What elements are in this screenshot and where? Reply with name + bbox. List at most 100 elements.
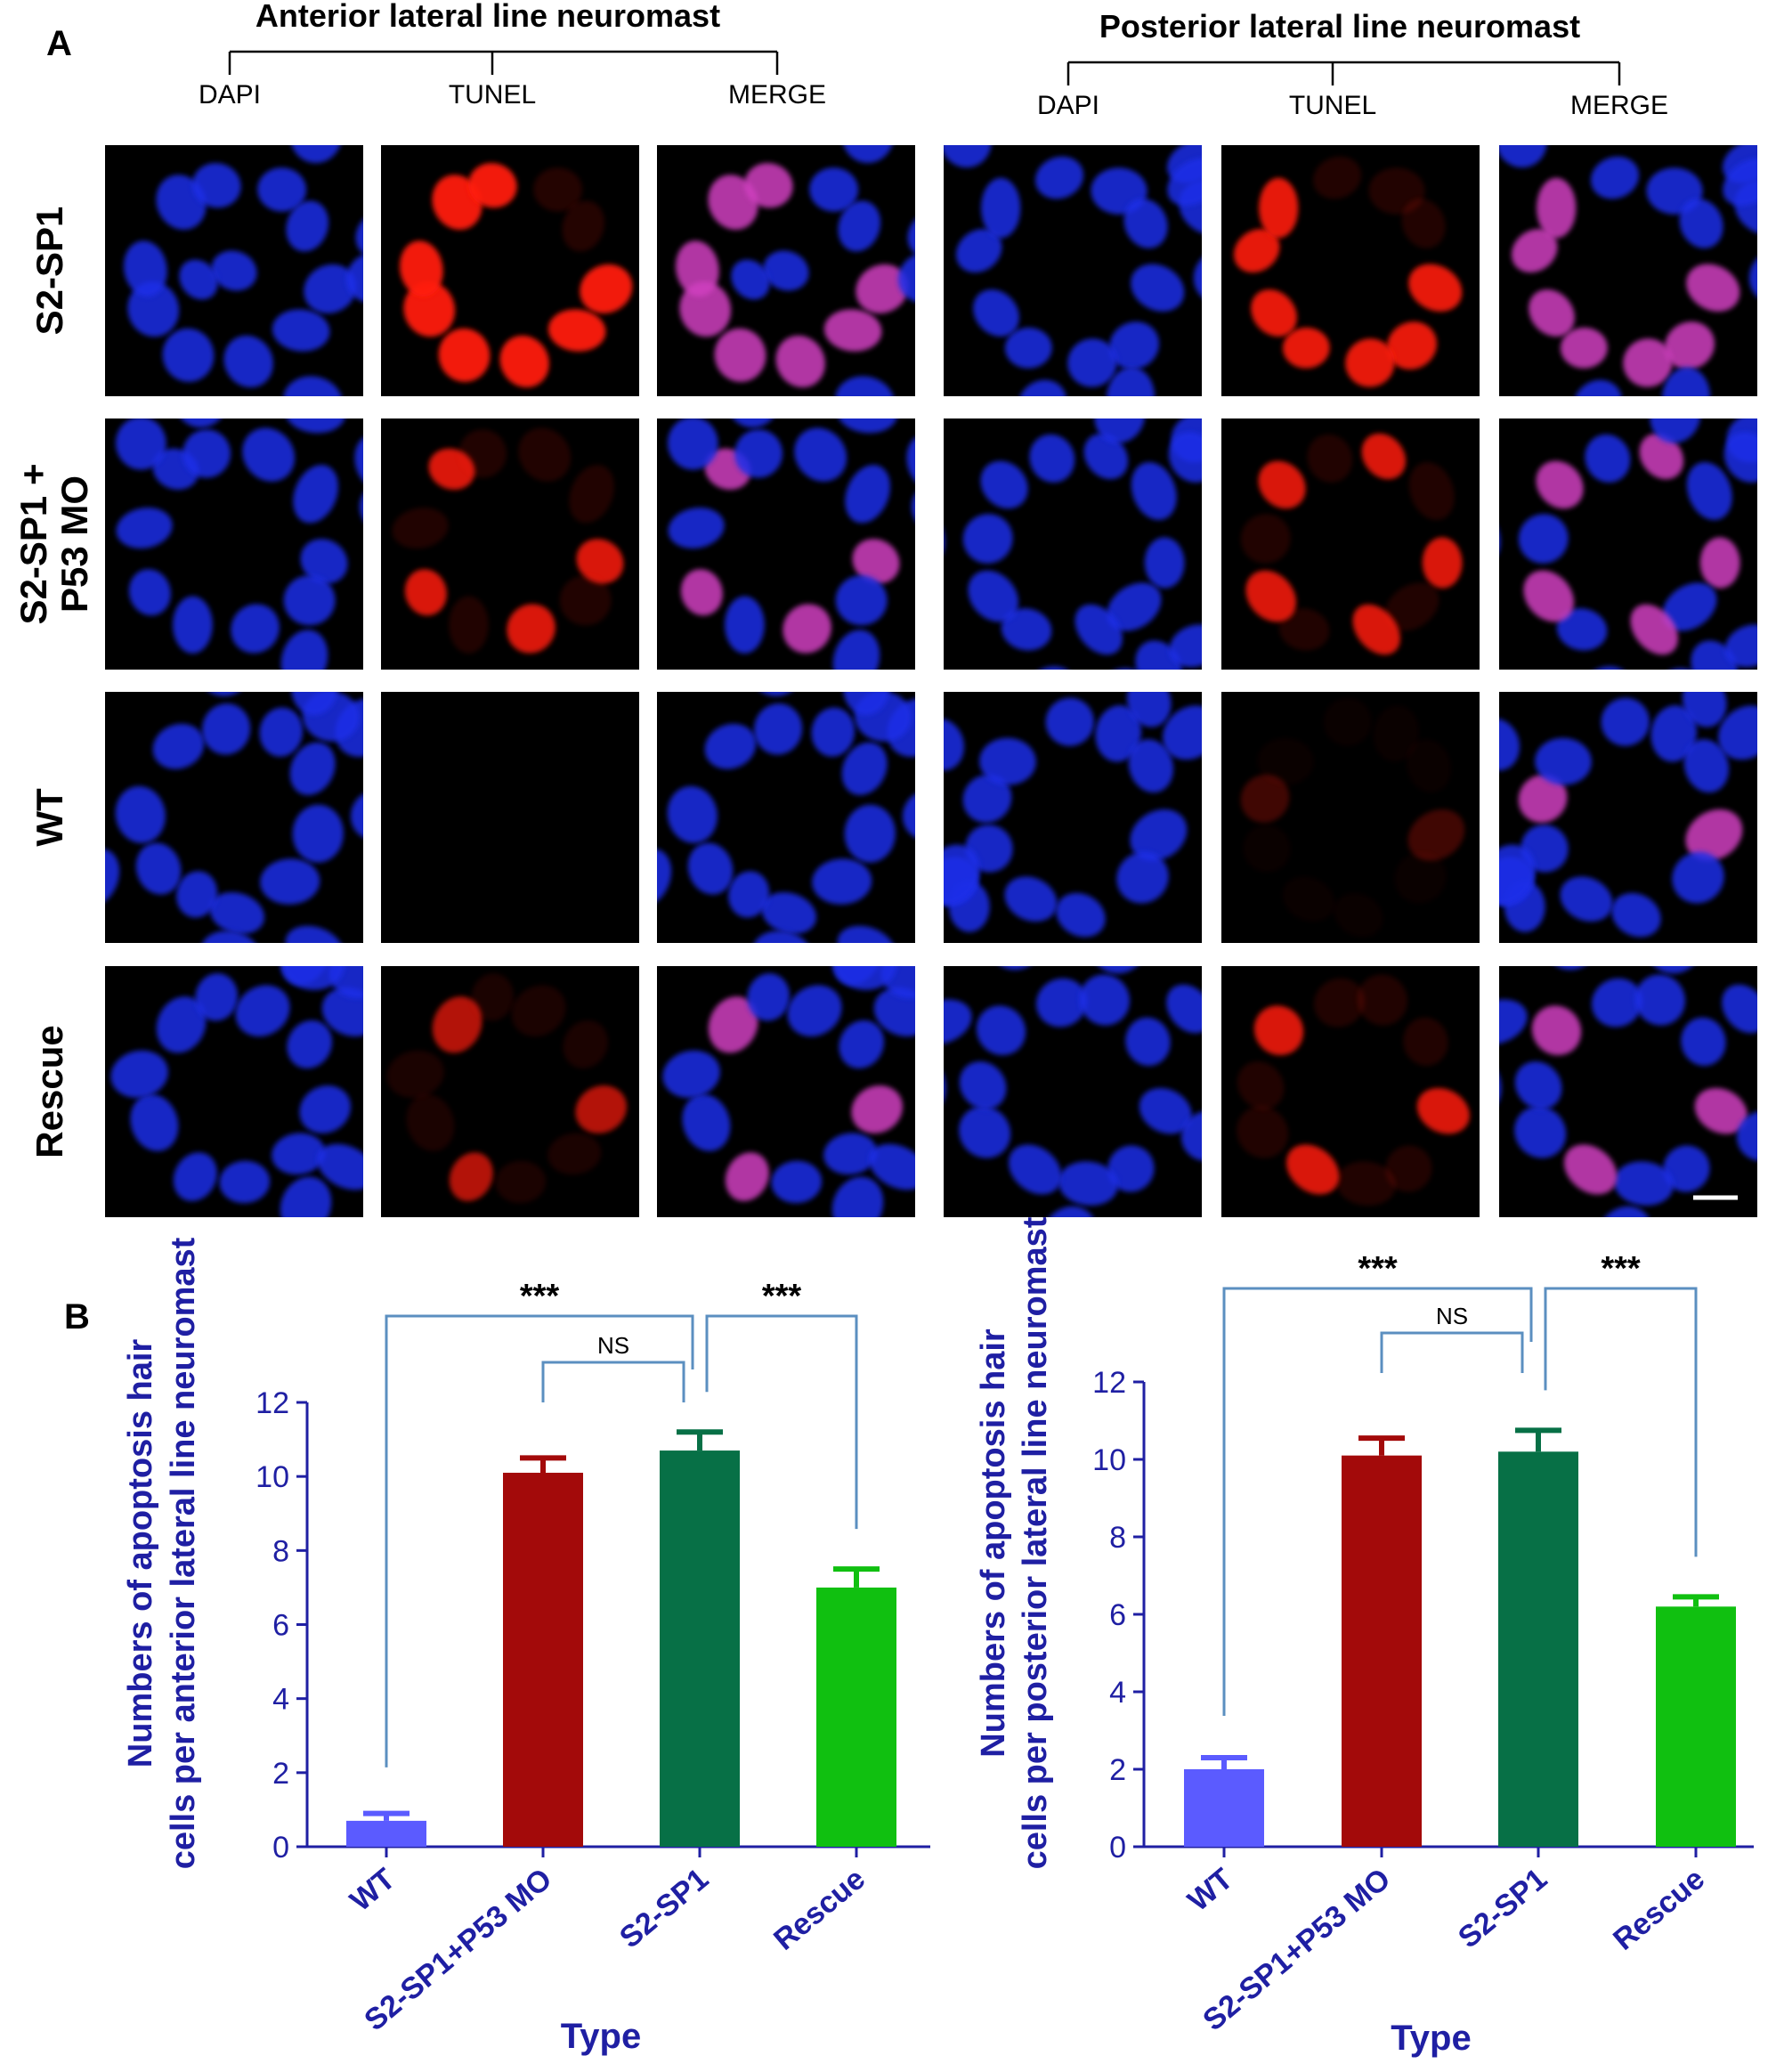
tunel-signal — [1286, 1144, 1340, 1195]
tunel-signal — [1240, 774, 1290, 823]
tunel-signal — [1403, 1017, 1448, 1066]
nucleus — [839, 1020, 884, 1069]
y-tick-label: 4 — [272, 1683, 289, 1717]
y-tick-label: 0 — [1109, 1831, 1126, 1865]
nucleus — [1144, 537, 1185, 589]
nucleus — [285, 925, 344, 943]
micrograph-dapi — [944, 418, 1202, 670]
nucleus — [1131, 264, 1185, 312]
nucleus — [1009, 1144, 1062, 1195]
nucleus — [1623, 338, 1673, 387]
tunel-signal — [559, 575, 612, 626]
channel-label-merge: MERGE — [728, 80, 826, 110]
nucleus — [1168, 432, 1202, 483]
tunel-signal — [562, 200, 605, 252]
micrograph-merge — [1499, 692, 1757, 943]
nucleus — [675, 240, 719, 297]
nucleus — [1499, 145, 1547, 168]
nucleus — [753, 930, 812, 943]
nucleus — [328, 966, 363, 999]
nucleus — [1499, 844, 1536, 906]
nucleus — [282, 966, 345, 990]
tunel-signal — [1259, 177, 1299, 239]
nucleus — [1499, 999, 1528, 1045]
tunel-signal — [471, 973, 515, 1021]
bar-rescue — [816, 1587, 896, 1847]
nucleus — [1718, 705, 1757, 760]
nucleus — [259, 707, 304, 757]
nucleus — [1034, 156, 1084, 199]
tunel-signal — [1253, 1005, 1304, 1056]
nucleus — [1125, 1017, 1171, 1066]
nucleus — [1499, 718, 1520, 771]
significance-label: *** — [520, 1278, 560, 1315]
nucleus — [152, 723, 205, 769]
nucleus — [1095, 705, 1142, 762]
micrograph-merge — [1499, 418, 1757, 670]
nucleus — [1083, 433, 1129, 480]
nucleus — [179, 259, 218, 300]
significance-bracket — [705, 1314, 858, 1530]
nucleus — [280, 1176, 332, 1217]
tunel-signal — [1352, 604, 1400, 655]
significance-label: *** — [1601, 1250, 1641, 1288]
nucleus — [1123, 199, 1168, 248]
micrograph-dapi — [105, 145, 363, 396]
tunel-signal — [575, 1085, 627, 1134]
nucleus — [771, 1160, 823, 1204]
nucleus — [823, 309, 882, 352]
tunel-signal — [1407, 808, 1465, 861]
tunel-signal — [449, 1152, 493, 1201]
nucleus — [811, 707, 856, 757]
nucleus — [834, 966, 896, 990]
y-axis-label: Numbers of apoptosis hair — [122, 1339, 159, 1768]
nucleus — [973, 289, 1019, 337]
nucleus — [127, 281, 180, 337]
tunel-signal — [403, 281, 456, 337]
nucleus — [812, 858, 872, 905]
significance-label: NS — [597, 1332, 629, 1359]
nucleus — [115, 785, 166, 843]
nucleus — [835, 575, 888, 626]
nucleus — [162, 328, 215, 382]
tunel-signal — [1278, 608, 1330, 651]
nucleus — [1106, 367, 1155, 396]
nucleus — [1139, 1087, 1192, 1134]
nucleus — [1682, 692, 1727, 727]
nucleus — [981, 177, 1021, 239]
nucleus — [679, 281, 732, 337]
channel-label-tunel: TUNEL — [1289, 91, 1376, 120]
micrograph-tunel — [1221, 145, 1480, 396]
nucleus — [880, 966, 915, 999]
nucleus — [835, 376, 895, 396]
tunel-signal — [438, 328, 491, 382]
nucleus — [1634, 974, 1685, 1026]
nucleus — [1661, 367, 1710, 396]
nucleus — [1564, 1144, 1618, 1195]
nucleus — [838, 200, 881, 252]
nucleus — [836, 418, 898, 434]
group-title-1: Posterior lateral line neuromast — [1099, 8, 1580, 45]
tunel-signal — [406, 1093, 455, 1151]
nucleus — [1699, 537, 1740, 589]
nucleus — [809, 167, 859, 212]
nucleus — [962, 514, 1013, 564]
tunel-signal — [1385, 1145, 1432, 1192]
nucleus — [1650, 705, 1698, 762]
significance-bracket — [1222, 1287, 1533, 1716]
nucleus — [219, 1160, 271, 1204]
channel-label-tunel: TUNEL — [449, 80, 536, 110]
tunel-signal — [1345, 338, 1395, 387]
nucleus — [731, 259, 770, 300]
nucleus — [1035, 978, 1088, 1028]
panel-a: A Anterior lateral line neuromast DAPI TUN… — [12, 0, 1757, 1217]
nucleus — [1723, 432, 1757, 483]
nucleus — [944, 718, 964, 771]
tunel-signal — [1258, 460, 1306, 509]
nucleus — [968, 570, 1018, 622]
nucleus — [955, 229, 1002, 273]
nucleus — [345, 251, 363, 304]
nucleus — [299, 1085, 351, 1134]
x-tick-label: S2-SP1 — [1452, 1862, 1553, 1954]
